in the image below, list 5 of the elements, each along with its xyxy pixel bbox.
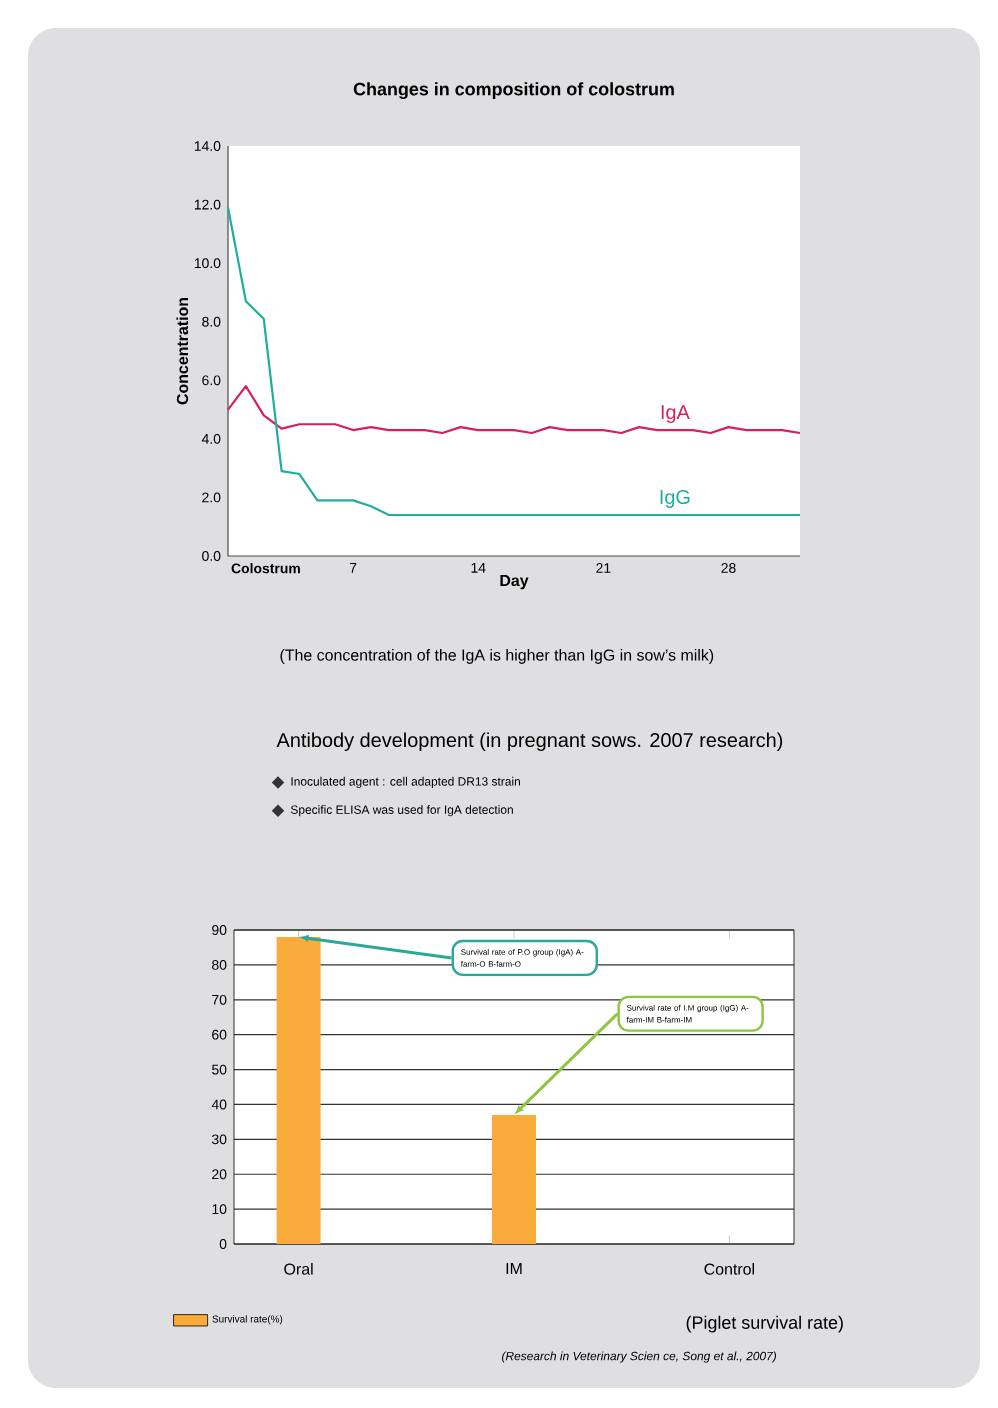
text: (Piglet survival rate) <box>686 1315 843 1333</box>
chart-title: Antibody development (in pregnant sows. 2007 research) <box>276 732 783 752</box>
chart-title: Changes in composition of colostrum <box>353 82 674 100</box>
series-label: IgA <box>661 405 690 424</box>
series-label: IgG <box>660 489 690 508</box>
